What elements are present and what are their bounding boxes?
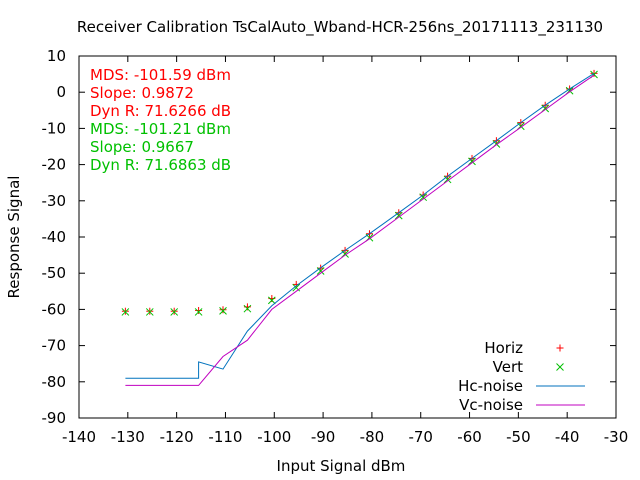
x-tick-label: -100 — [257, 428, 291, 446]
data-point-horiz — [219, 306, 227, 314]
y-tick-label: -40 — [42, 228, 67, 246]
stat-annotation: Slope: 0.9667 — [90, 138, 194, 156]
series-line-vc-noise — [125, 74, 595, 386]
data-point-vert — [419, 193, 428, 202]
x-tick-label: -60 — [457, 428, 482, 446]
y-tick-label: -10 — [42, 119, 67, 137]
legend-item-hc-noise: Hc-noise — [458, 377, 585, 395]
y-tick-label: 10 — [47, 47, 66, 65]
stat-annotation: MDS: -101.59 dBm — [90, 66, 231, 84]
legend-item-vc-noise: Vc-noise — [459, 396, 585, 414]
data-point-horiz — [590, 69, 598, 77]
y-tick-label: -70 — [42, 337, 67, 355]
data-point-horiz — [170, 307, 178, 315]
x-tick-label: -80 — [360, 428, 385, 446]
x-tick-label: -30 — [604, 428, 629, 446]
axis-ticks: -140 -130 -120 -110 -100 -90 -80 -70 -60 -50 -40 -3… — [42, 47, 629, 446]
x-tick-label: -130 — [111, 428, 145, 446]
data-point-vert — [145, 308, 154, 316]
data-point-vert — [170, 308, 179, 316]
x-tick-label: -120 — [160, 428, 194, 446]
legend-item-horiz: Horiz — [484, 339, 564, 357]
data-point-vert — [219, 306, 227, 315]
x-tick-label: -70 — [408, 428, 433, 446]
series-vc-noise — [125, 74, 595, 386]
legend-swatch — [556, 344, 564, 352]
series-horiz — [121, 69, 598, 315]
data-point-vert — [468, 157, 476, 166]
x-tick-label: -110 — [208, 428, 242, 446]
stat-annotation: Dyn R: 71.6863 dB — [90, 156, 231, 174]
data-point-vert — [316, 267, 325, 275]
y-tick-label: -50 — [42, 264, 67, 282]
y-tick-label: -80 — [42, 373, 67, 391]
series-layer — [121, 69, 598, 386]
y-axis-title: Response Signal — [5, 176, 23, 299]
legend-label: Horiz — [484, 339, 523, 357]
data-point-horiz — [146, 307, 154, 315]
y-tick-label: -90 — [42, 409, 67, 427]
legend-item-vert: Vert — [493, 358, 564, 376]
y-tick-label: 0 — [56, 83, 66, 101]
series-hc-noise — [125, 72, 595, 379]
legend-label: Vert — [493, 358, 523, 376]
x-axis-title: Input Signal dBm — [277, 457, 406, 475]
y-tick-label: -20 — [42, 156, 67, 174]
chart-title: Receiver Calibration TsCalAuto_Wband-HCR… — [77, 18, 603, 37]
data-point-vert — [194, 308, 203, 316]
y-tick-label: -30 — [42, 192, 67, 210]
stat-annotation: MDS: -101.21 dBm — [90, 120, 231, 138]
stat-annotation: Slope: 0.9872 — [90, 84, 194, 102]
legend-label: Vc-noise — [459, 396, 523, 414]
legend-swatch — [556, 363, 564, 371]
data-point-vert — [243, 304, 252, 313]
x-tick-label: -40 — [555, 428, 580, 446]
data-point-horiz — [195, 306, 203, 314]
legend-label: Hc-noise — [458, 377, 523, 395]
data-point-vert — [394, 211, 403, 220]
x-tick-label: -140 — [62, 428, 96, 446]
x-tick-label: -90 — [311, 428, 336, 446]
stat-annotation: Dyn R: 71.6266 dB — [90, 102, 231, 120]
data-point-horiz — [121, 307, 129, 315]
data-point-vert — [443, 175, 452, 184]
x-tick-label: -50 — [506, 428, 531, 446]
data-point-vert — [267, 296, 276, 305]
data-point-vert — [121, 308, 130, 316]
series-line-hc-noise — [125, 72, 595, 379]
y-tick-label: -60 — [42, 300, 67, 318]
